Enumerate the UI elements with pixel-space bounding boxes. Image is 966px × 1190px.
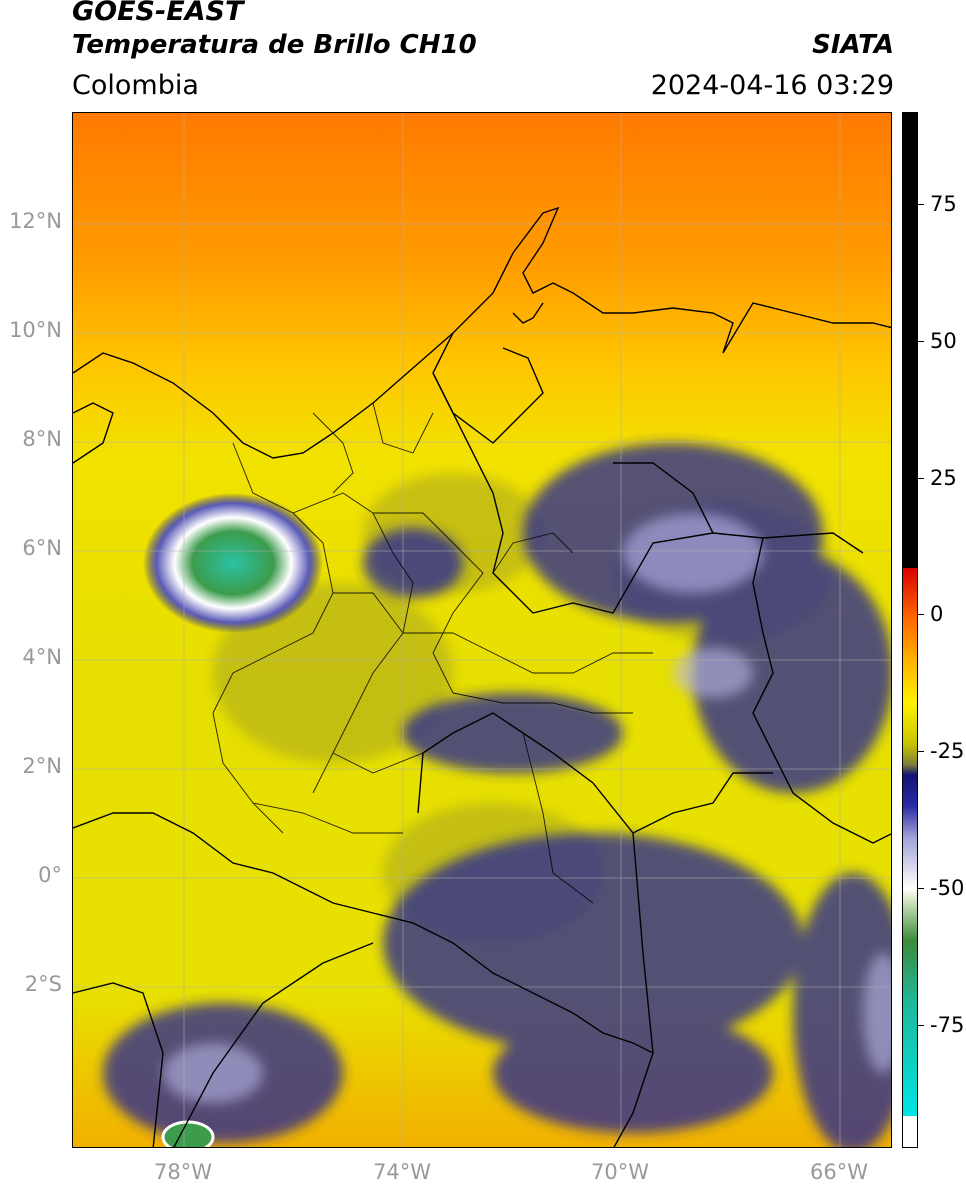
- lon-label: 78°W: [154, 1160, 212, 1184]
- colorbar: [902, 112, 918, 1148]
- colorbar-label: -75: [930, 1013, 965, 1037]
- datetime-label: 2024-04-16 03:29: [650, 70, 894, 101]
- lat-label: 2°S: [24, 972, 62, 996]
- lat-label: 12°N: [9, 209, 62, 233]
- colorbar-label: -25: [930, 739, 965, 763]
- lon-label: 66°W: [810, 1160, 868, 1184]
- product-title: Temperatura de Brillo CH10: [72, 30, 477, 60]
- lat-label: 4°N: [22, 645, 62, 669]
- colorbar-label: 0: [930, 602, 944, 626]
- colorbar-tick: [918, 751, 924, 752]
- map-canvas: [73, 113, 891, 1147]
- lat-label: 8°N: [22, 427, 62, 451]
- colorbar-tick: [918, 478, 924, 479]
- region-label: Colombia: [72, 70, 199, 101]
- lat-label: 0°: [38, 863, 62, 887]
- agency-label: SIATA: [812, 30, 894, 60]
- cold-cloud-top: [143, 493, 323, 633]
- satellite-map[interactable]: [72, 112, 892, 1148]
- colorbar-label: 50: [930, 329, 957, 353]
- colorbar-label: 75: [930, 192, 957, 216]
- department-borders: [212, 402, 653, 904]
- colorbar-tick: [918, 1025, 924, 1026]
- colorbar-tick: [918, 614, 924, 615]
- lat-label: 6°N: [22, 536, 62, 560]
- satellite-title: GOES-EAST: [72, 0, 244, 27]
- lon-label: 74°W: [373, 1160, 431, 1184]
- colorbar-tick: [918, 888, 924, 889]
- lon-label: 70°W: [591, 1160, 649, 1184]
- colorbar-label: 25: [930, 466, 957, 490]
- lat-label: 2°N: [22, 754, 62, 778]
- lat-label: 10°N: [9, 318, 62, 342]
- colorbar-tick: [918, 204, 924, 205]
- colorbar-tick: [918, 341, 924, 342]
- colorbar-label: -50: [930, 876, 965, 900]
